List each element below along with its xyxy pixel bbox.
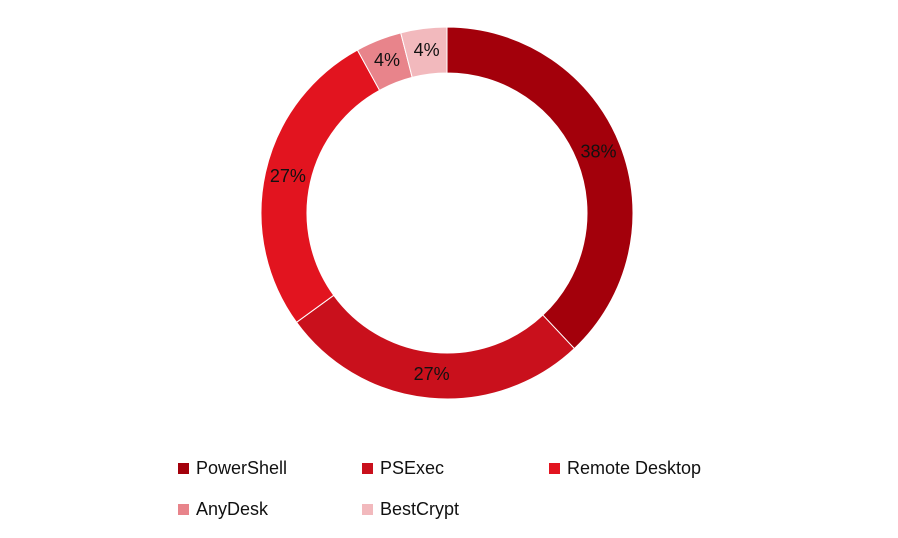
legend-swatch	[178, 504, 189, 515]
legend-label: AnyDesk	[196, 499, 269, 519]
legend-label: Remote Desktop	[567, 458, 701, 478]
legend-swatch	[362, 463, 373, 474]
legend-swatch	[362, 504, 373, 515]
donut-segment	[446, 26, 634, 350]
data-label: 4%	[414, 40, 440, 60]
legend-swatch	[178, 463, 189, 474]
legend-label: PSExec	[380, 458, 444, 478]
donut-segment	[400, 26, 448, 79]
data-label: 27%	[270, 166, 306, 186]
data-label: 38%	[581, 142, 617, 162]
data-label: 4%	[374, 50, 400, 70]
data-label: 27%	[414, 364, 450, 384]
legend-swatch	[549, 463, 560, 474]
legend-label: PowerShell	[196, 458, 287, 478]
legend-label: BestCrypt	[380, 499, 459, 519]
